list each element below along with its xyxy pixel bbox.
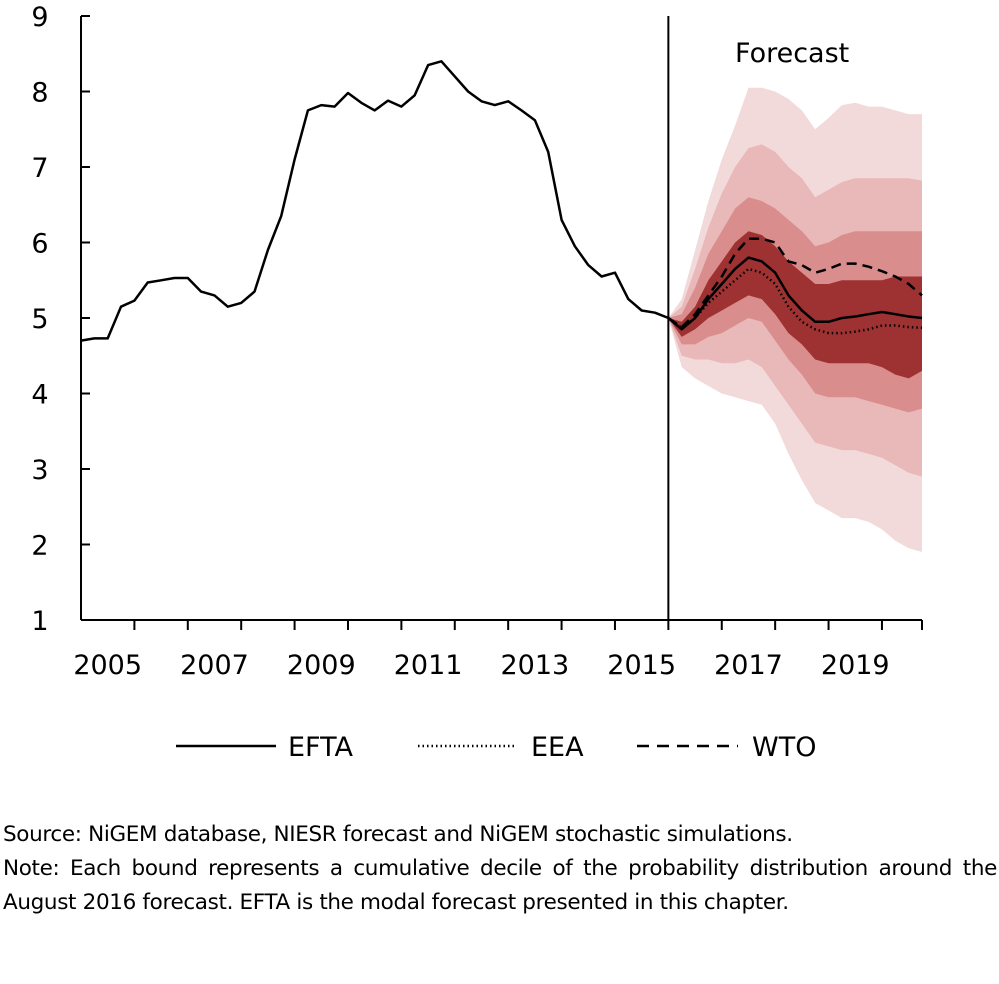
y-tick-label: 5 (31, 304, 48, 335)
note-text: Note: Each bound represents a cumulative… (3, 856, 997, 915)
x-tick-label: 2013 (501, 650, 570, 681)
y-tick-label: 8 (31, 78, 48, 109)
y-tick-labels: 1 2 3 4 5 6 7 8 9 (31, 2, 48, 637)
y-tick-label: 4 (31, 380, 48, 411)
fan-bands (668, 87, 922, 552)
y-tick-label: 9 (31, 2, 48, 33)
series-lines (80, 60, 923, 342)
y-tick-label: 2 (31, 531, 48, 562)
legend-efta-label: EFTA (288, 732, 354, 763)
x-tick-labels: 2005 2007 2009 2011 2013 2015 2017 2019 (73, 650, 889, 681)
chart-notes: Source: NiGEM database, NIESR forecast a… (3, 818, 997, 920)
y-tick-label: 3 (31, 455, 48, 486)
forecast-annotation: Forecast (735, 38, 849, 69)
legend: EFTA EEA WTO (176, 732, 816, 763)
legend-eea-label: EEA (531, 732, 584, 763)
x-tick-label: 2015 (607, 650, 676, 681)
legend-wto-label: WTO (752, 732, 816, 763)
y-tick-label: 6 (31, 229, 48, 260)
x-tick-label: 2005 (73, 650, 142, 681)
x-tick-label: 2017 (714, 650, 783, 681)
x-tick-label: 2019 (821, 650, 890, 681)
series-line-wto (667, 237, 923, 329)
x-tick-label: 2007 (180, 650, 249, 681)
y-tick-label: 7 (31, 153, 48, 184)
y-tick-label: 1 (31, 606, 48, 637)
x-tick-label: 2011 (394, 650, 463, 681)
source-text: Source: NiGEM database, NIESR forecast a… (3, 822, 793, 847)
historical-line (80, 60, 669, 342)
series-line-efta (667, 256, 923, 331)
x-tick-label: 2009 (287, 650, 356, 681)
